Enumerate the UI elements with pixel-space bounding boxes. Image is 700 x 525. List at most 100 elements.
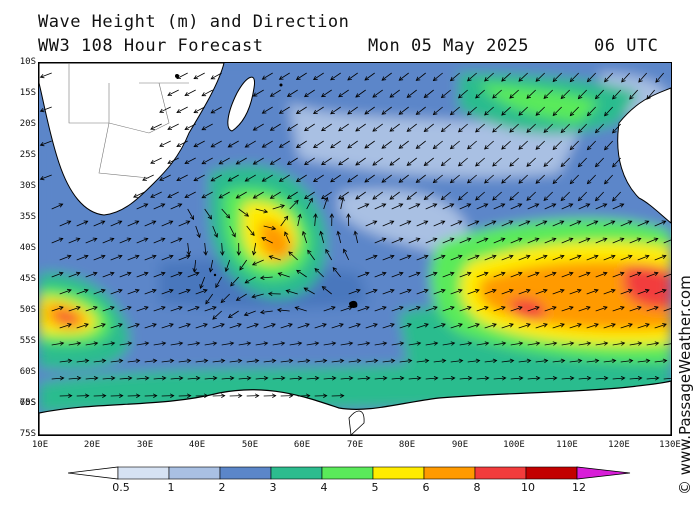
wave-arrow	[391, 342, 404, 346]
wave-arrow-head	[150, 125, 155, 130]
wave-arrow	[150, 191, 162, 198]
wave-arrow-head	[294, 306, 300, 311]
wave-arrow	[510, 342, 523, 346]
wave-arrow-head	[76, 376, 82, 381]
wave-arrow	[323, 306, 336, 312]
lon-label: 120E	[608, 440, 630, 450]
wave-arrow-head	[423, 161, 429, 167]
wave-arrow	[620, 289, 633, 295]
wave-arrow-head	[160, 237, 166, 242]
wave-arrow	[492, 157, 502, 167]
wave-arrow-head	[365, 341, 371, 346]
wave-arrow	[297, 214, 301, 227]
wave-arrow-head	[100, 288, 106, 294]
wave-arrow-head	[644, 220, 650, 225]
wave-arrow-head	[611, 323, 616, 328]
wave-arrow-head	[59, 306, 64, 311]
wave-arrow	[382, 255, 395, 261]
wave-arrow-head	[610, 254, 616, 259]
wave-arrow-head	[475, 93, 480, 99]
wave-arrow-head	[604, 145, 609, 151]
wave-arrow	[59, 255, 72, 261]
wave-arrow-head	[406, 288, 412, 294]
wave-arrow	[509, 157, 519, 167]
wave-arrow-head	[416, 376, 422, 381]
wave-arrow	[433, 72, 443, 81]
wave-arrow-head	[347, 144, 352, 149]
wave-arrow	[304, 287, 315, 295]
wave-arrow-head	[254, 358, 260, 364]
wave-arrow-head	[621, 77, 626, 83]
wave-arrow-head	[509, 162, 514, 167]
wave-arrow	[620, 255, 633, 261]
wave-arrow-head	[92, 237, 98, 242]
wave-arrow-head	[133, 193, 138, 198]
wave-arrow-head	[432, 237, 438, 242]
wave-arrow	[110, 220, 122, 227]
wave-arrow-head	[312, 177, 318, 183]
legend-label: 5	[371, 481, 379, 494]
wave-arrow	[637, 323, 650, 329]
wave-arrow	[527, 238, 539, 244]
wave-arrow	[552, 323, 565, 329]
wave-arrow-head	[526, 128, 532, 133]
wave-arrow-head	[230, 281, 235, 287]
lat-label: 65S	[19, 398, 36, 408]
wave-arrow-head	[364, 144, 370, 149]
wave-arrow	[253, 191, 264, 199]
wave-arrow-head	[305, 323, 310, 328]
wave-arrow	[212, 225, 218, 238]
wave-arrow	[527, 272, 540, 278]
wave-arrow	[330, 174, 341, 183]
wave-arrow-head	[186, 323, 191, 328]
wave-arrow	[654, 289, 667, 295]
wave-arrow-head	[450, 376, 456, 381]
wave-arrow	[526, 191, 536, 201]
wave-arrow	[637, 255, 650, 261]
wave-arrow-head	[167, 193, 173, 198]
wave-arrow-head	[509, 128, 514, 133]
wave-arrow-head	[543, 358, 549, 364]
wave-arrow-head	[552, 179, 558, 185]
wave-arrow-head	[159, 142, 164, 147]
wave-arrow-head	[627, 254, 633, 259]
wave-arrow	[355, 157, 366, 166]
wave-arrow	[230, 276, 239, 287]
wave-arrow-head	[381, 271, 387, 277]
wave-arrow-head	[534, 237, 540, 242]
wave-arrow	[595, 157, 604, 167]
wave-arrow	[204, 208, 212, 220]
wave-arrow-head	[389, 127, 395, 132]
wave-arrow	[279, 174, 290, 182]
wave-arrow-head	[509, 358, 515, 364]
wave-arrow-head	[416, 306, 421, 311]
legend-swatch	[423, 466, 476, 480]
wave-arrow-head	[135, 358, 141, 364]
wave-arrow	[228, 310, 239, 318]
wave-arrow	[561, 342, 574, 346]
wave-arrow-head	[636, 271, 642, 277]
wave-arrow	[238, 208, 249, 217]
wave-arrow	[406, 123, 417, 132]
wave-arrow-head	[492, 128, 497, 133]
wave-arrow-head	[399, 306, 404, 311]
wave-arrow-head	[525, 254, 531, 259]
wave-arrow	[374, 377, 387, 380]
wave-arrow-head	[176, 176, 182, 181]
wave-arrow	[167, 157, 179, 164]
wave-arrow	[136, 342, 149, 346]
wave-arrow	[262, 140, 273, 148]
wave-arrow	[337, 231, 342, 244]
lon-label: 10E	[31, 440, 49, 450]
wave-arrow	[338, 123, 349, 132]
wave-arrow	[612, 272, 625, 278]
wave-arrow-head	[127, 341, 133, 346]
wave-arrow-head	[398, 178, 404, 183]
wave-arrow	[450, 255, 463, 261]
forecast-date: Mon 05 May 2025	[368, 36, 530, 56]
wave-arrow	[176, 174, 188, 181]
wave-arrow	[136, 238, 148, 244]
wave-arrow	[262, 106, 273, 114]
wave-arrow	[518, 106, 528, 116]
wave-arrow-head	[364, 76, 370, 81]
